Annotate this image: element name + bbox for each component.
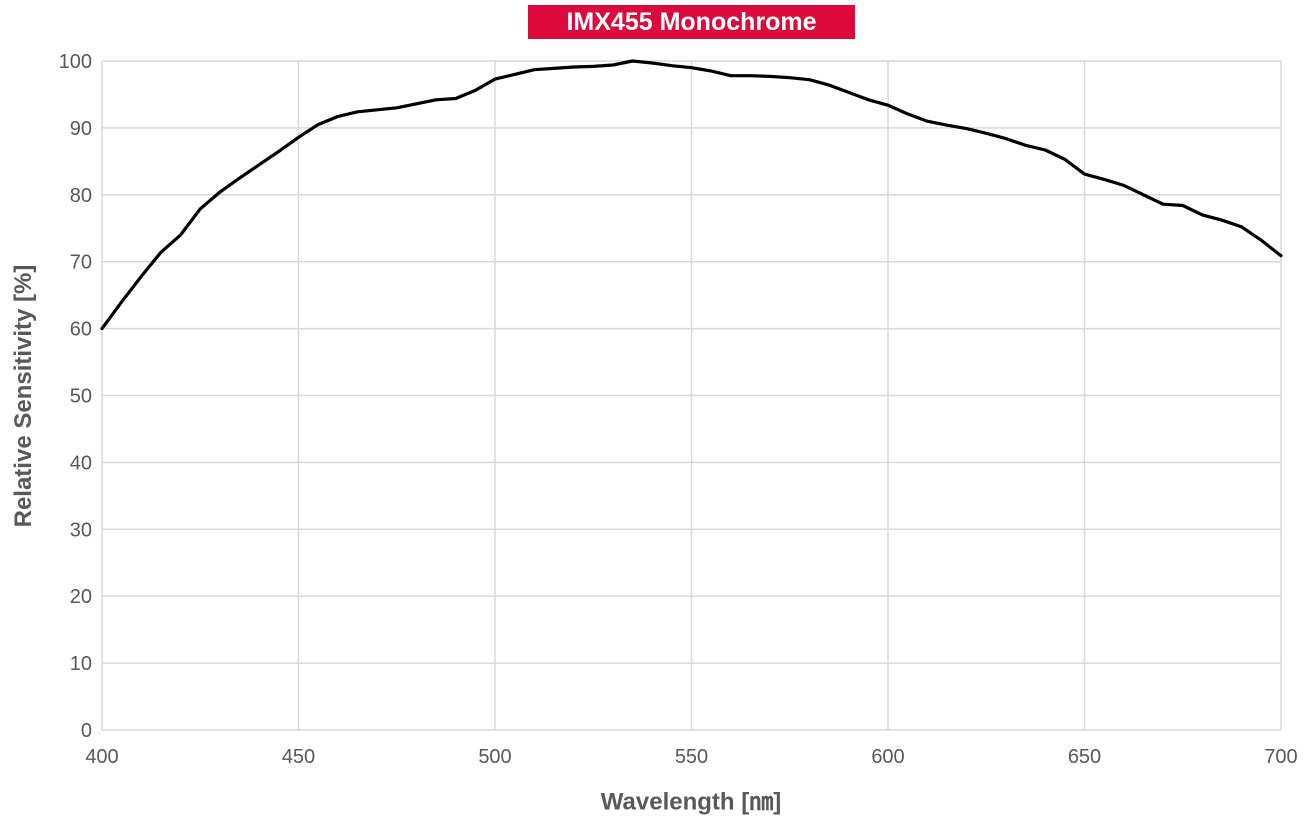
- tick-labels: 0 10 20 30 40 50 60 70 80 90 100 400 450 500 550 600 650…: [59, 51, 1298, 768]
- y-tick-label: 50: [70, 386, 92, 408]
- series-layer: [100, 59, 1283, 331]
- y-tick-label: 90: [70, 118, 92, 140]
- y-tick-label: 0: [81, 720, 92, 742]
- y-tick-label: 80: [70, 185, 92, 207]
- y-tick-label: 70: [70, 252, 92, 274]
- y-tick-label: 40: [70, 452, 92, 474]
- axis-layer: [101, 61, 1281, 731]
- x-tick-label: 650: [1068, 746, 1101, 768]
- x-tick-label: 700: [1264, 746, 1297, 768]
- x-tick-label: 450: [282, 746, 315, 768]
- y-tick-label: 10: [70, 653, 92, 675]
- y-tick-label: 100: [59, 51, 92, 73]
- x-tick-label: 550: [675, 746, 708, 768]
- chart-title: IMX455 Monochrome: [528, 5, 855, 39]
- x-tick-label: 500: [478, 746, 511, 768]
- y-tick-label: 30: [70, 519, 92, 541]
- series-line: [100, 59, 1283, 331]
- y-tick-label: 60: [70, 319, 92, 341]
- x-axis-label: Wavelength [㎚]: [600, 788, 782, 816]
- grid-layer: [102, 60, 1282, 730]
- y-axis-label: Relative Sensitivity [%]: [10, 264, 37, 528]
- x-tick-label: 400: [85, 746, 118, 768]
- y-tick-label: 20: [70, 586, 92, 608]
- x-tick-label: 600: [871, 746, 904, 768]
